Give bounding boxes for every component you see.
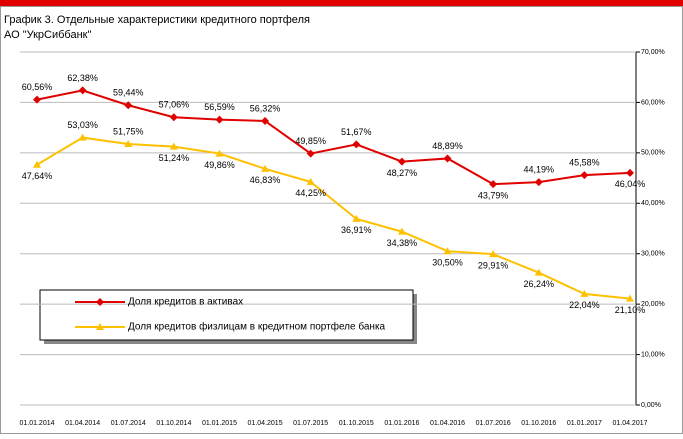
data-label: 46,04% [615,179,646,189]
x-tick-label: 01.01.2016 [384,420,419,427]
data-label: 48,89% [432,141,463,151]
marker [352,140,361,149]
legend-marker [96,323,104,330]
legend-marker [96,298,104,306]
marker [489,180,498,189]
marker [534,268,543,276]
data-label: 56,32% [250,103,281,113]
y-tick-label: 70,00% [641,49,665,56]
x-tick-label: 01.07.2015 [293,420,328,427]
data-label: 44,19% [524,165,555,175]
marker [352,214,361,222]
x-tick-label: 01.04.2015 [248,420,283,427]
data-label: 26,24% [524,279,555,289]
data-label: 57,06% [159,100,190,110]
marker [306,177,315,185]
data-label: 29,91% [478,261,509,271]
x-tick-label: 01.10.2014 [156,420,191,427]
data-label: 21,10% [615,305,646,315]
x-tick-label: 01.04.2016 [430,420,465,427]
legend-label: Доля кредитов физлицам в кредитном портф… [128,321,386,333]
data-label: 30,50% [432,258,463,268]
marker [261,164,270,172]
marker [78,133,87,141]
series-line [36,136,631,300]
x-tick-label: 01.07.2016 [476,420,511,427]
data-label: 49,85% [295,136,326,146]
y-tick-label: 20,00% [641,301,665,308]
y-tick-label: 60,00% [641,99,665,106]
y-tick-label: 30,00% [641,251,665,258]
marker [169,113,178,122]
data-label: 34,38% [387,238,418,248]
x-tick-label: 01.01.2017 [567,420,602,427]
data-label: 47,64% [22,171,53,181]
marker [215,115,224,124]
marker [169,142,178,150]
data-label: 56,59% [204,102,235,112]
x-tick-label: 01.01.2015 [202,420,237,427]
y-tick-label: 10,00% [641,351,665,358]
marker [534,178,543,187]
series-line [36,89,631,186]
marker [626,168,634,177]
y-tick-label: 40,00% [641,200,665,207]
frame [0,6,683,434]
data-label: 44,25% [295,188,326,198]
x-tick-label: 01.10.2015 [339,420,374,427]
data-label: 45,58% [569,158,600,168]
marker [580,171,589,180]
top-bar [0,0,683,6]
marker [397,157,406,166]
marker [78,86,87,95]
marker [215,149,224,157]
data-label: 43,79% [478,191,509,201]
marker [33,160,41,168]
marker [489,250,498,258]
data-label: 49,86% [204,160,235,170]
data-label: 36,91% [341,225,372,235]
legend [39,289,414,341]
marker [443,247,452,255]
marker [124,101,133,110]
data-label: 53,03% [67,120,98,130]
data-label: 59,44% [113,88,144,98]
y-tick-label: 0,00% [641,402,661,409]
chart-subtitle: АО "УкрСиббанк" [4,29,91,41]
data-label: 51,24% [159,153,190,163]
data-label: 60,56% [22,82,53,92]
data-label: 62,38% [67,73,98,83]
x-tick-label: 01.07.2014 [111,420,146,427]
marker [580,289,589,297]
marker [306,149,315,158]
marker [626,294,634,302]
chart-title: График 3. Отдельные характеристики креди… [4,14,310,26]
legend-label: Доля кредитов в активах [128,297,243,308]
x-tick-label: 01.10.2016 [521,420,556,427]
data-label: 22,04% [569,300,600,310]
data-label: 51,67% [341,127,372,137]
marker [443,154,452,163]
data-label: 46,83% [250,175,281,185]
y-tick-label: 50,00% [641,150,665,157]
data-label: 51,75% [113,126,144,136]
marker [124,140,133,148]
marker [261,116,270,125]
marker [397,227,406,235]
x-tick-label: 01.01.2014 [19,420,54,427]
x-tick-label: 01.04.2017 [612,420,647,427]
x-tick-label: 01.04.2014 [65,420,100,427]
data-label: 48,27% [387,168,418,178]
marker [33,95,41,104]
